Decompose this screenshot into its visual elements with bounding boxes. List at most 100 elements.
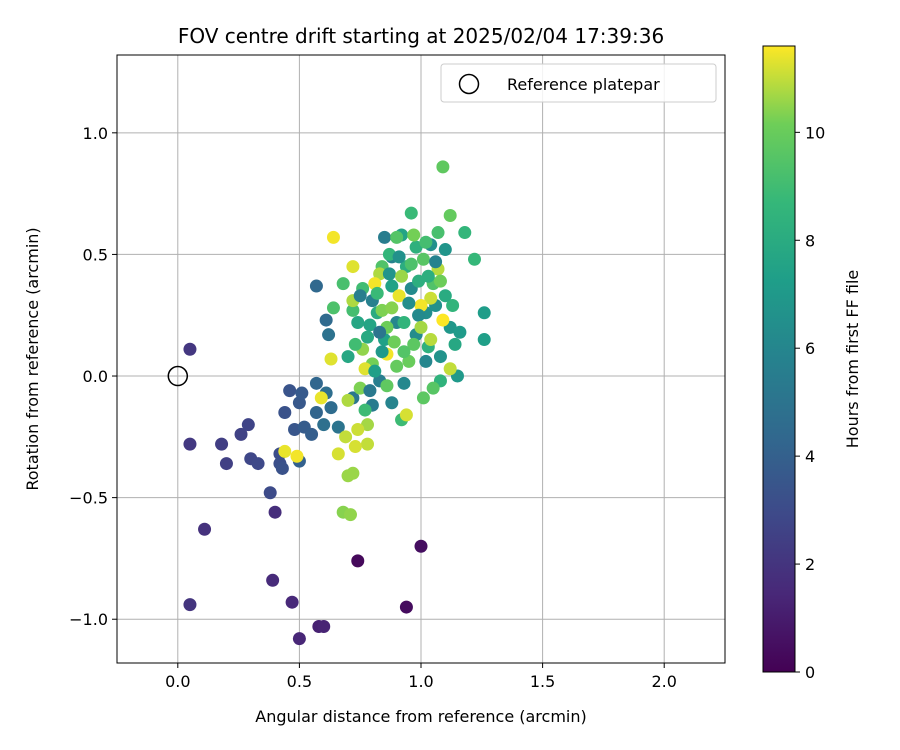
- data-point: [339, 430, 353, 444]
- data-point: [363, 318, 377, 332]
- data-point: [351, 316, 365, 330]
- data-point: [317, 418, 331, 432]
- data-point: [443, 362, 457, 376]
- colorbar-tick-label: 6: [805, 339, 815, 358]
- data-point: [278, 406, 292, 420]
- data-point: [317, 620, 331, 634]
- data-point: [370, 286, 384, 300]
- x-tick-label: 0.5: [287, 672, 312, 691]
- data-point: [368, 364, 382, 378]
- data-point: [309, 406, 323, 420]
- data-point: [443, 209, 457, 223]
- x-tick-label: 1.5: [530, 672, 555, 691]
- data-point: [373, 325, 387, 339]
- data-point: [351, 554, 365, 568]
- data-point: [241, 418, 255, 432]
- data-point: [341, 350, 355, 364]
- data-point: [385, 301, 399, 315]
- colorbar-tick-label: 10: [805, 123, 825, 142]
- data-point: [268, 505, 282, 519]
- y-tick-label: 0.5: [83, 245, 108, 264]
- data-point: [416, 252, 430, 266]
- data-point: [382, 267, 396, 281]
- data-point: [351, 423, 365, 437]
- data-point: [234, 427, 248, 441]
- data-point: [183, 342, 197, 356]
- data-point: [219, 457, 233, 471]
- data-point: [414, 320, 428, 334]
- data-point: [331, 447, 345, 461]
- y-tick-label: −1.0: [69, 610, 108, 629]
- data-point: [343, 508, 357, 522]
- data-point: [385, 396, 399, 410]
- data-point: [324, 401, 338, 415]
- data-point: [477, 333, 491, 347]
- data-point: [468, 252, 482, 266]
- data-point: [429, 255, 443, 269]
- data-point: [336, 277, 350, 291]
- data-point: [378, 230, 392, 244]
- data-point: [341, 469, 355, 483]
- data-point: [436, 313, 450, 327]
- data-point: [324, 352, 338, 366]
- data-point: [424, 291, 438, 305]
- data-point: [319, 313, 333, 327]
- data-point: [275, 461, 289, 475]
- y-tick-label: 1.0: [83, 124, 108, 143]
- x-tick-label: 0.0: [165, 672, 190, 691]
- x-axis-label: Angular distance from reference (arcmin): [255, 707, 586, 726]
- data-point: [438, 243, 452, 257]
- data-point: [399, 600, 413, 614]
- data-point: [419, 354, 433, 368]
- data-point: [431, 226, 445, 240]
- data-point: [326, 301, 340, 315]
- data-point: [397, 376, 411, 390]
- colorbar-tick-label: 2: [805, 555, 815, 574]
- data-point: [341, 393, 355, 407]
- data-point: [436, 160, 450, 174]
- data-point: [380, 379, 394, 393]
- data-point: [412, 308, 426, 322]
- data-point: [382, 247, 396, 261]
- data-point: [360, 418, 374, 432]
- data-point: [458, 226, 472, 240]
- data-point: [346, 303, 360, 317]
- data-point: [295, 386, 309, 400]
- data-point: [292, 632, 306, 646]
- data-point: [373, 267, 387, 281]
- data-point: [433, 274, 447, 288]
- data-point: [446, 298, 460, 312]
- colorbar-tick-label: 4: [805, 447, 815, 466]
- data-point: [358, 362, 372, 376]
- data-point: [290, 449, 304, 463]
- data-point: [309, 279, 323, 293]
- legend-marker-icon: [458, 73, 480, 95]
- data-point: [266, 573, 280, 587]
- data-point: [407, 228, 421, 242]
- y-axis: −1.0 −0.5 0.0 0.5 1.0: [69, 124, 117, 629]
- data-point: [387, 335, 401, 349]
- data-point: [397, 345, 411, 359]
- data-point: [283, 384, 297, 398]
- data-point: [421, 269, 435, 283]
- data-point: [278, 444, 292, 458]
- reference-platepar-marker: [167, 365, 189, 387]
- legend-box: [440, 63, 717, 103]
- data-point: [392, 289, 406, 303]
- y-axis-label: Rotation from reference (arcmin): [23, 227, 42, 490]
- data-point: [198, 522, 212, 536]
- data-point: [426, 381, 440, 395]
- colorbar-tick-label: 8: [805, 231, 815, 250]
- colorbar: [763, 46, 795, 672]
- data-point: [285, 595, 299, 609]
- data-point: [407, 337, 421, 351]
- data-point: [416, 391, 430, 405]
- legend: Reference platepar: [440, 63, 717, 103]
- data-point: [438, 289, 452, 303]
- data-point: [414, 539, 428, 553]
- y-tick-label: −0.5: [69, 489, 108, 508]
- data-point: [404, 206, 418, 220]
- x-tick-label: 2.0: [651, 672, 676, 691]
- data-point: [390, 230, 404, 244]
